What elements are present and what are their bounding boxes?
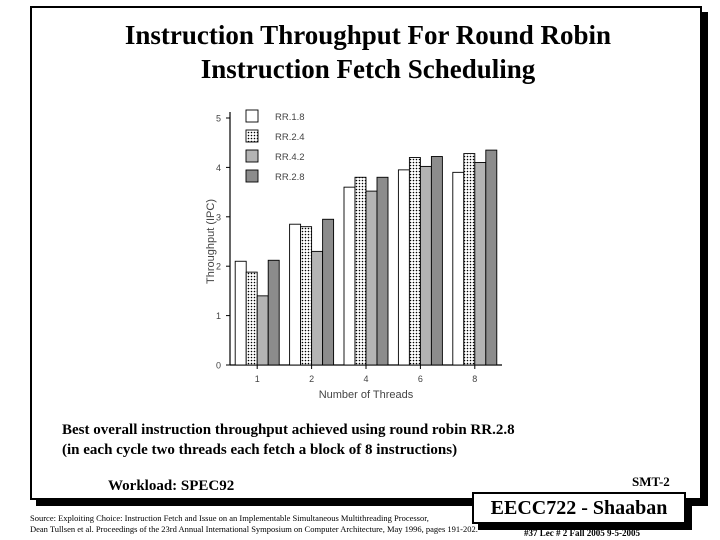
y-tick-label: 3 <box>216 212 221 222</box>
bar-RR.2.4-6 <box>408 157 421 366</box>
source-line-2: Dean Tullsen et al. Proceedings of the 2… <box>30 524 478 534</box>
y-tick-label: 5 <box>216 114 221 124</box>
title-line-2: Instruction Fetch Scheduling <box>200 54 536 84</box>
caption: Best overall instruction throughput achi… <box>62 420 515 460</box>
legend-label-RR.4.2: RR.4.2 <box>275 152 305 163</box>
bar-RR.2.4-8 <box>463 153 476 366</box>
slide-id: SMT-2 <box>632 474 670 489</box>
x-tick-label: 6 <box>418 374 423 384</box>
bar-RR.1.8-4 <box>343 186 356 366</box>
bar-RR.4.2-1 <box>256 295 269 366</box>
workload-label: Workload: SPEC92 <box>108 478 235 494</box>
bar-RR.2.8-4 <box>376 176 389 366</box>
bar-RR.2.4-4 <box>354 176 367 366</box>
x-tick-label: 8 <box>472 374 477 384</box>
bar-RR.1.8-2 <box>289 223 302 366</box>
bar-RR.2.4-1 <box>245 271 258 366</box>
footer-info: #37 Lec # 2 Fall 2005 9-5-2005 <box>524 528 640 538</box>
x-tick-label: 4 <box>363 374 368 384</box>
title-line-1: Instruction Throughput For Round Robin <box>124 20 612 50</box>
bar-RR.4.2-6 <box>419 165 432 366</box>
y-tick-label: 0 <box>216 361 221 371</box>
y-tick-label: 4 <box>216 163 221 173</box>
legend-swatch-RR.2.4 <box>245 129 259 143</box>
bar-RR.2.8-6 <box>430 156 443 366</box>
legend-label-RR.2.4: RR.2.4 <box>275 132 305 143</box>
legend-label-RR.2.8: RR.2.8 <box>275 172 305 183</box>
bar-RR.2.8-2 <box>322 218 335 366</box>
throughput-chart: 0 1 2 3 4 5 Throughput (IPC) 1 2 4 6 8 Number of Thr… <box>205 109 502 401</box>
bar-RR.4.2-4 <box>365 190 378 366</box>
legend-swatch-RR.4.2 <box>245 149 259 163</box>
bar-RR.2.8-1 <box>267 259 280 366</box>
bar-RR.1.8-6 <box>397 169 410 366</box>
bar-RR.1.8-1 <box>234 260 247 366</box>
course-badge: EECC722 - Shaaban <box>472 492 686 524</box>
y-axis-label: Throughput (IPC) <box>205 199 217 284</box>
bar-RR.2.4-2 <box>300 226 313 366</box>
y-tick-label: 1 <box>216 311 221 321</box>
x-tick-label: 1 <box>255 374 260 384</box>
x-axis-label: Number of Threads <box>319 389 414 401</box>
caption-line-2: (in each cycle two threads each fetch a … <box>62 442 458 458</box>
bar-RR.1.8-8 <box>452 171 465 366</box>
source-line-1: Source: Exploiting Choice: Instruction F… <box>30 513 429 523</box>
legend-swatch-RR.2.8 <box>245 169 259 183</box>
legend-swatch-RR.1.8 <box>245 109 259 123</box>
x-tick-label: 2 <box>309 374 314 384</box>
y-tick-label: 2 <box>216 262 221 272</box>
bar-RR.2.8-8 <box>485 149 498 366</box>
source-citation: Source: Exploiting Choice: Instruction F… <box>30 513 478 535</box>
bar-RR.4.2-8 <box>474 162 487 366</box>
bar-RR.4.2-2 <box>311 250 324 366</box>
slide-title: Instruction Throughput For Round Robin I… <box>40 18 696 86</box>
legend-label-RR.1.8: RR.1.8 <box>275 112 305 123</box>
caption-line-1: Best overall instruction throughput achi… <box>62 422 515 438</box>
